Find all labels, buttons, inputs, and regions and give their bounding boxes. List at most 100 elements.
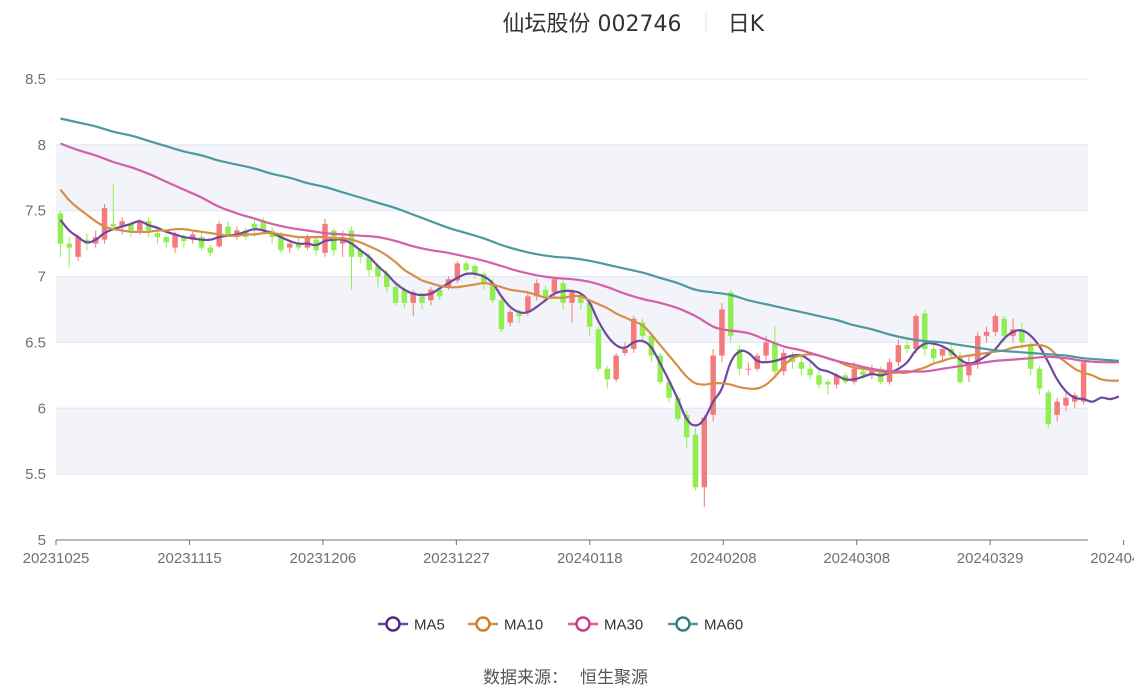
candle-body — [419, 296, 425, 303]
candle — [198, 233, 205, 251]
candle-body — [198, 237, 205, 248]
candle — [472, 263, 478, 280]
candle-body — [719, 309, 725, 356]
candle-body — [304, 237, 311, 248]
legend[interactable]: MA5 MA10 MA30 MA60 — [378, 616, 743, 634]
candle-body — [675, 397, 681, 419]
candle — [57, 210, 64, 257]
candle-body — [922, 313, 928, 350]
candle — [1063, 392, 1069, 411]
plot-band — [56, 144, 1088, 211]
candle-body — [463, 263, 469, 270]
legend-label: MA30 — [604, 617, 643, 634]
legend-swatch-circle — [385, 616, 401, 632]
candle — [163, 234, 169, 248]
candle — [154, 230, 161, 244]
line-ma10 — [59, 188, 1119, 391]
legend-item-ma60[interactable]: MA60 — [668, 616, 743, 634]
candle-body — [454, 263, 461, 281]
legend-item-ma30[interactable]: MA30 — [568, 616, 643, 634]
candle — [1019, 322, 1025, 350]
candle-body — [1045, 392, 1052, 425]
y-tick-label: 7.5 — [25, 203, 46, 220]
candle-body — [983, 331, 990, 336]
candle — [939, 345, 946, 363]
candle-body — [913, 316, 919, 350]
candle-body — [322, 223, 328, 253]
candle — [613, 352, 619, 382]
candle — [895, 339, 902, 367]
candle-body — [569, 292, 575, 303]
y-tick-label: 7 — [38, 269, 46, 286]
candle — [807, 362, 813, 380]
candle-body — [939, 349, 946, 356]
candle-body — [410, 292, 416, 303]
candle-body — [525, 296, 531, 313]
candle-body — [657, 355, 663, 382]
candle-body — [692, 434, 699, 488]
candle-body — [666, 381, 672, 398]
candle-body — [189, 234, 196, 240]
candle — [110, 184, 117, 231]
legend-swatch-circle — [475, 616, 491, 632]
candle — [639, 318, 646, 343]
y-tick-label: 5 — [38, 532, 46, 549]
candle — [728, 289, 734, 343]
candle — [657, 352, 663, 385]
candle — [225, 221, 231, 238]
candle-body — [181, 237, 187, 242]
candle-body — [207, 247, 214, 253]
candle-body — [366, 256, 372, 270]
candle-body — [622, 349, 628, 353]
candle-body — [172, 234, 178, 248]
candle — [798, 355, 805, 376]
candle-body — [631, 318, 637, 350]
candle — [481, 271, 487, 290]
legend-swatch-circle — [575, 616, 591, 632]
legend-item-ma5[interactable]: MA5 — [378, 616, 445, 634]
candle — [1045, 389, 1052, 429]
candle — [780, 349, 787, 376]
line-ma60 — [60, 117, 1119, 362]
candle-body — [595, 329, 602, 369]
x-tick-label: 20231227 — [423, 550, 490, 567]
candle — [913, 313, 919, 353]
candle-body — [287, 243, 293, 248]
source-label: 数据来源： — [483, 668, 568, 688]
candle-body — [436, 289, 443, 297]
candle — [701, 414, 708, 508]
y-tick-label: 8 — [38, 137, 46, 154]
candle — [145, 217, 152, 238]
candle-body — [357, 250, 364, 257]
candle-body — [375, 266, 381, 277]
candle-body — [586, 302, 593, 327]
candle-body — [260, 221, 267, 231]
legend-item-ma10[interactable]: MA10 — [468, 616, 543, 634]
legend-swatch-circle — [675, 616, 691, 632]
candle-body — [816, 375, 822, 385]
candle — [719, 302, 725, 363]
candle-body — [57, 213, 64, 244]
candle-body — [930, 349, 937, 359]
candle-body — [754, 355, 760, 369]
candle-body — [736, 349, 743, 369]
candle — [66, 237, 72, 268]
candle-body — [895, 345, 902, 363]
x-tick-label: 20240329 — [957, 550, 1024, 567]
candle — [498, 297, 505, 332]
candle — [507, 309, 513, 327]
candle-body — [851, 368, 857, 382]
candle — [207, 244, 214, 257]
candle — [966, 355, 972, 382]
candle — [904, 339, 910, 353]
candle — [992, 313, 999, 336]
chart-title: 仙坛股份 002746 — [503, 12, 682, 37]
x-tick-label: 20240422 — [1090, 550, 1134, 567]
candle-body — [648, 335, 655, 356]
candle — [922, 309, 928, 356]
line-ma5 — [59, 219, 1120, 427]
legend-label: MA5 — [414, 617, 445, 634]
candle — [533, 279, 540, 301]
candle-body — [472, 266, 478, 274]
candle-body — [904, 345, 910, 350]
